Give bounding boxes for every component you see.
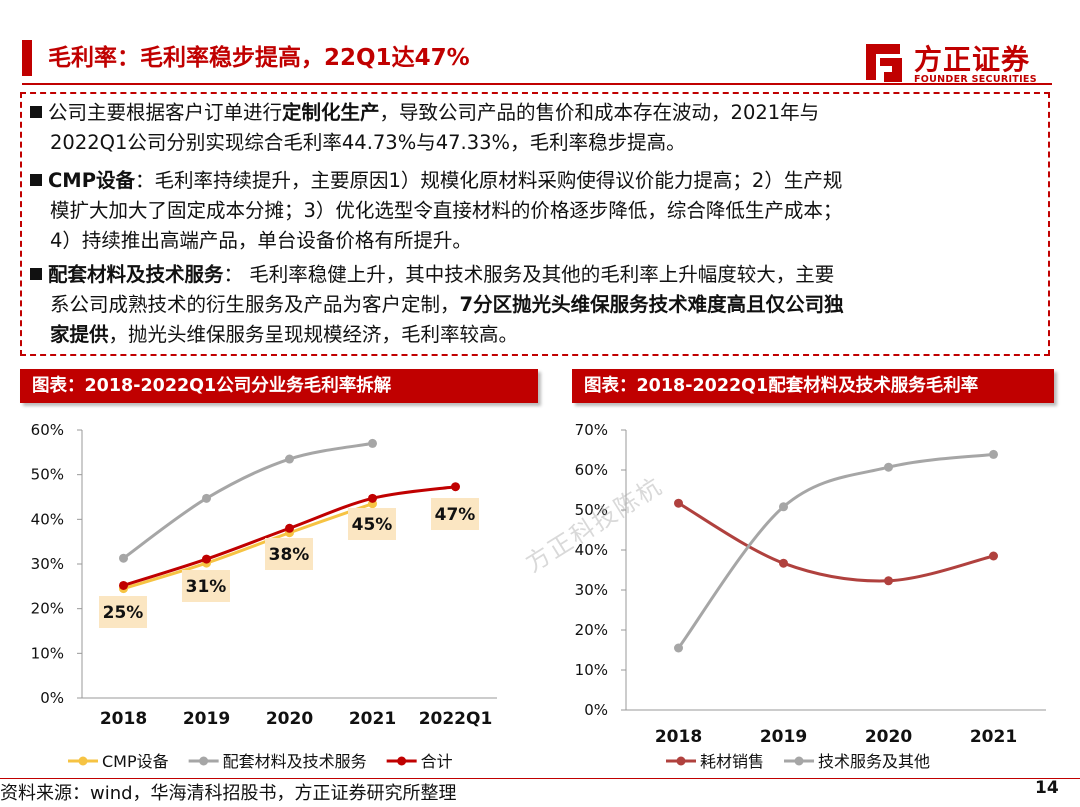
y-tick-label: 20% <box>31 600 64 618</box>
right-chart-title: 图表：2018-2022Q1配套材料及技术服务毛利率 <box>572 369 1054 403</box>
square-bullet-icon <box>30 268 42 280</box>
data-label-box <box>182 570 230 602</box>
y-tick-label: 60% <box>31 421 64 439</box>
logo-name: 方正证券 <box>914 43 1031 76</box>
legend-label: 配套材料及技术服务 <box>223 752 367 771</box>
legend-marker <box>397 756 407 766</box>
y-tick-label: 70% <box>575 421 608 439</box>
data-point <box>779 502 788 512</box>
left-chart-title: 图表：2018-2022Q1公司分业务毛利率拆解 <box>20 369 538 403</box>
data-point <box>202 493 211 503</box>
y-tick-label: 40% <box>31 510 64 528</box>
x-tick-label: 2018 <box>655 727 702 747</box>
x-tick-label: 2019 <box>183 709 230 729</box>
summary-paragraph-1: 公司主要根据客户订单进行定制化生产，导致公司产品的售价和成本存在波动，2021年… <box>30 98 819 158</box>
x-tick-label: 2021 <box>970 727 1017 747</box>
y-tick-label: 30% <box>575 581 608 599</box>
data-point <box>285 454 294 464</box>
legend-marker <box>78 756 88 766</box>
y-tick-label: 30% <box>31 555 64 573</box>
x-tick-label: 2020 <box>266 709 313 729</box>
data-point <box>884 576 893 586</box>
x-tick-label: 2021 <box>349 709 396 729</box>
data-label-box <box>348 508 396 540</box>
summary-paragraph-2: CMP设备：毛利率持续提升，主要原因1）规模化原材料采购使得议价能力提高；2）生… <box>30 166 842 256</box>
right-line-chart: 0% 10% 20% 30% 40% 50% 60% 70% 2018 2019 2020 2021 耗… <box>575 421 1046 771</box>
x-tick-label: 2022Q1 <box>419 709 493 729</box>
data-point <box>989 551 998 561</box>
series-line <box>122 441 373 560</box>
y-tick-label: 10% <box>575 661 608 679</box>
legend-marker <box>794 756 804 766</box>
series-line <box>677 501 994 583</box>
data-label-box <box>99 596 147 628</box>
y-tick-label: 20% <box>575 621 608 639</box>
data-point <box>989 449 998 459</box>
x-tick-label: 2020 <box>865 727 912 747</box>
page-number: 14 <box>1035 778 1059 798</box>
data-label: 47% <box>435 505 476 525</box>
data-point <box>285 523 294 533</box>
data-point <box>779 558 788 568</box>
y-tick-label: 50% <box>31 466 64 484</box>
data-point <box>884 462 893 472</box>
data-point <box>451 482 460 492</box>
left-line-chart: 0% 10% 20% 30% 40% 50% 60% 2018 2019 2020 2021 2022… <box>31 421 497 771</box>
data-label-box <box>431 498 479 530</box>
x-tick-label: 2019 <box>760 727 807 747</box>
series-line <box>123 502 373 591</box>
data-point <box>674 498 683 508</box>
data-point <box>202 554 211 564</box>
legend-label: 技术服务及其他 <box>818 752 930 771</box>
y-tick-label: 0% <box>584 701 608 719</box>
legend-label: 合计 <box>421 752 453 771</box>
logo-english-name: FOUNDER SECURITIES <box>914 74 1037 85</box>
page-title: 毛利率：毛利率稳步提高，22Q1达47% <box>48 45 470 71</box>
series-line <box>677 452 994 649</box>
summary-box <box>20 92 1050 356</box>
data-label-box <box>265 538 313 570</box>
logo: 方正证券 FOUNDER SECURITIES <box>860 40 1050 90</box>
y-tick-label: 50% <box>575 501 608 519</box>
data-point <box>368 438 377 448</box>
y-tick-label: 0% <box>40 689 64 707</box>
legend-label: 耗材销售 <box>700 752 764 771</box>
data-label: 45% <box>352 515 393 535</box>
data-point <box>119 580 128 590</box>
y-tick-label: 60% <box>575 461 608 479</box>
founder-logo-icon <box>866 44 902 82</box>
summary-paragraph-3: 配套材料及技术服务： 毛利率稳健上升，其中技术服务及其他的毛利率上升幅度较大，主… <box>30 260 844 350</box>
square-bullet-icon <box>30 106 42 118</box>
source-note: 资料来源：wind，华海清科招股书，方正证券研究所整理 <box>0 783 457 804</box>
data-point <box>674 643 683 653</box>
footer-divider <box>0 778 1080 779</box>
data-label: 38% <box>269 545 310 565</box>
y-tick-label: 10% <box>31 644 64 662</box>
header-divider <box>22 83 1052 85</box>
data-label: 31% <box>186 577 227 597</box>
data-point <box>119 553 128 563</box>
title-accent-bar <box>22 40 32 76</box>
data-point <box>368 493 377 503</box>
legend-label: CMP设备 <box>102 752 169 771</box>
square-bullet-icon <box>30 174 42 186</box>
data-label: 25% <box>103 603 144 623</box>
legend-marker <box>199 756 209 766</box>
x-tick-label: 2018 <box>100 709 147 729</box>
legend-marker <box>676 756 686 766</box>
y-tick-label: 40% <box>575 541 608 559</box>
